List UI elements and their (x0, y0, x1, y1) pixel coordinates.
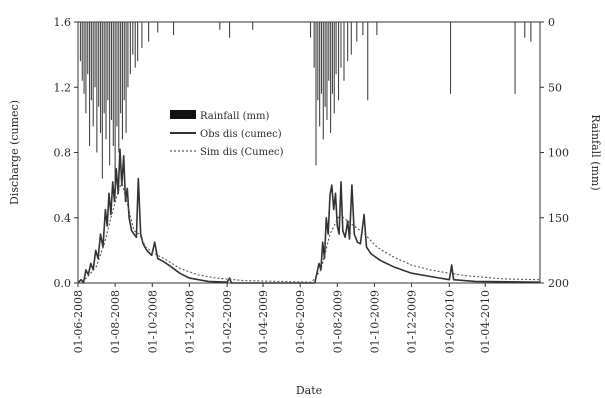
x-tick-label: 01-06-2009 (294, 290, 307, 353)
left-axis: 0.0 0.4 0.8 1.2 1.6 (54, 16, 78, 290)
sim-discharge-line (77, 181, 541, 284)
y-right-tick-label: 150 (548, 212, 569, 225)
plot-area (77, 21, 541, 284)
legend-swatch-rainfall (170, 110, 196, 119)
x-tick-label: 01-02-2009 (221, 290, 234, 353)
x-tick-label: 01-12-2008 (183, 290, 196, 353)
y-right-tick-label: 200 (548, 277, 569, 290)
legend-label-sim: Sim dis (Cumec) (200, 147, 284, 158)
y-left-tick-label: 0.8 (54, 147, 72, 160)
y-right-tick-label: 50 (548, 81, 562, 94)
x-tick-label: 01-10-2008 (146, 290, 159, 353)
y-left-tick-label: 1.6 (54, 16, 72, 29)
y-axis-left-title: Discharge (cumec) (8, 100, 21, 205)
x-axis-title: Date (296, 384, 322, 397)
discharge-series (77, 148, 541, 284)
plot-frame (77, 21, 541, 284)
rainfall-bars (79, 22, 532, 192)
y-right-tick-label: 100 (548, 147, 569, 160)
right-axis: 0 50 100 150 200 (540, 16, 569, 290)
x-tick-label: 01-12-2009 (406, 290, 419, 353)
y-right-tick-label: 0 (548, 16, 555, 29)
x-tick-label: 01-10-2009 (368, 290, 381, 353)
x-tick-label: 01-04-2010 (479, 290, 492, 353)
x-tick-label: 01-08-2009 (331, 290, 344, 353)
y-left-tick-label: 0.0 (54, 277, 72, 290)
x-tick-label: 01-04-2009 (257, 290, 270, 353)
y-axis-right-title: Rainfall (mm) (589, 114, 602, 190)
legend-label-rainfall: Rainfall (mm) (200, 111, 269, 122)
y-left-tick-label: 0.4 (54, 212, 72, 225)
y-left-tick-label: 1.2 (54, 81, 72, 94)
obs-discharge-line (77, 148, 541, 284)
x-axis: 01-06-2008 01-08-2008 01-10-2008 01-12-2008… (72, 283, 492, 353)
x-tick-label: 01-06-2008 (72, 290, 85, 353)
x-tick-label: 01-08-2008 (109, 290, 122, 353)
legend: Rainfall (mm) Obs dis (cumec) Sim dis (C… (170, 110, 284, 158)
x-tick-label: 01-02-2010 (443, 290, 456, 353)
legend-label-obs: Obs dis (cumec) (200, 129, 282, 140)
